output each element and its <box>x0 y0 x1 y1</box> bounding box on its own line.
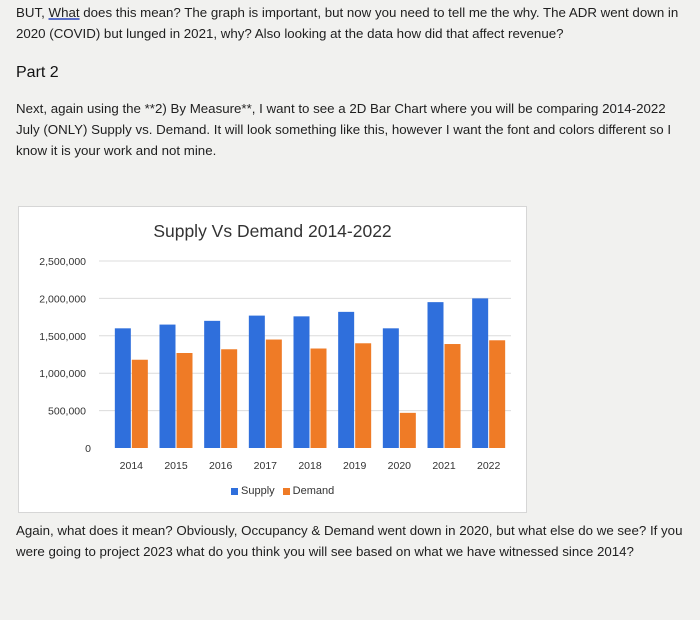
bar-supply-2018 <box>293 316 310 448</box>
part-heading: Part 2 <box>16 64 59 81</box>
bar-demand-2020 <box>399 412 416 448</box>
bar-supply-2014 <box>114 328 131 448</box>
x-tick-label: 2014 <box>120 460 144 472</box>
x-tick-label: 2022 <box>477 460 501 472</box>
intro-underlined-word: What <box>48 5 80 20</box>
bar-supply-2021 <box>427 302 444 448</box>
y-tick-label: 1,000,000 <box>39 368 86 380</box>
x-tick-label: 2015 <box>164 460 188 472</box>
closing-paragraph: Again, what does it mean? Obviously, Occ… <box>16 523 683 559</box>
y-tick-label: 0 <box>85 443 91 455</box>
bar-demand-2018 <box>310 348 327 448</box>
x-tick-label: 2016 <box>209 460 233 472</box>
bar-supply-2017 <box>248 315 265 448</box>
bar-supply-2016 <box>204 320 221 448</box>
chart-title: Supply Vs Demand 2014-2022 <box>153 221 392 241</box>
bar-supply-2020 <box>382 328 399 448</box>
bar-demand-2021 <box>444 344 461 448</box>
bar-demand-2015 <box>176 353 193 448</box>
bar-supply-2022 <box>472 298 489 448</box>
bar-demand-2014 <box>131 359 148 448</box>
legend-item-supply: Supply <box>231 485 275 497</box>
bar-demand-2019 <box>355 343 372 448</box>
x-tick-label: 2021 <box>432 460 456 472</box>
bar-demand-2022 <box>489 340 506 448</box>
legend-item-demand: Demand <box>282 485 335 497</box>
legend-label-supply: Supply <box>241 485 275 497</box>
instruction-paragraph: Next, again using the **2) By Measure**,… <box>16 101 672 158</box>
y-tick-label: 500,000 <box>48 406 86 418</box>
bar-demand-2016 <box>221 349 238 448</box>
x-tick-label: 2020 <box>388 460 412 472</box>
legend-label-demand: Demand <box>292 485 335 497</box>
y-tick-label: 2,000,000 <box>39 293 86 305</box>
intro-text-start: BUT, <box>16 5 49 20</box>
bar-demand-2017 <box>265 339 282 448</box>
bar-supply-2019 <box>338 311 355 448</box>
x-tick-label: 2017 <box>254 460 278 472</box>
intro-paragraph: BUT, What does this mean? The graph is i… <box>16 2 686 44</box>
y-tick-label: 1,500,000 <box>39 331 86 343</box>
bar-supply-2015 <box>159 324 176 448</box>
x-tick-label: 2019 <box>343 460 367 472</box>
bar-chart: 0 500,000 1,000,000 1,500,000 2,000,000 2,500… <box>39 256 511 472</box>
intro-text-rest: does this mean? The graph is important, … <box>16 5 679 41</box>
legend-swatch-supply <box>231 487 238 495</box>
chart-panel: Supply Vs Demand 2014-2022 0 500,000 1,000… <box>18 206 527 513</box>
x-tick-label: 2018 <box>298 460 322 472</box>
y-tick-label: 2,500,000 <box>39 256 86 268</box>
chart-legend: Supply Demand <box>231 485 334 497</box>
legend-swatch-demand <box>282 487 290 495</box>
